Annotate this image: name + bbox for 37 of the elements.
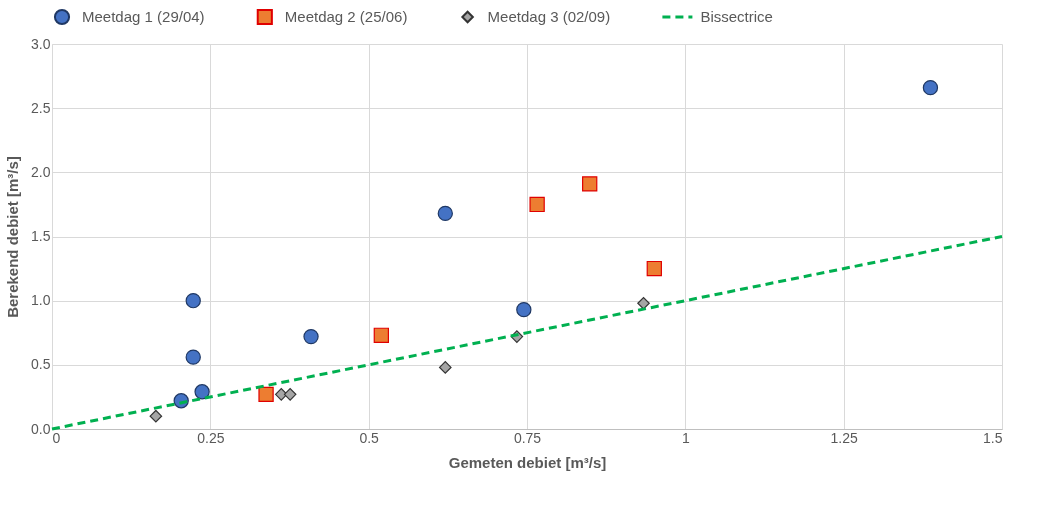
x-tick-label: 0	[52, 429, 61, 446]
x-tick-label: 1.25	[830, 429, 858, 446]
y-tick-label: 2.0	[31, 163, 51, 180]
point	[637, 296, 650, 310]
x-tick-label: 0.5	[359, 429, 380, 446]
x-tick-label: 0.75	[513, 429, 542, 446]
point	[437, 205, 453, 222]
point	[274, 388, 288, 401]
point	[258, 386, 274, 403]
point	[194, 384, 210, 400]
y-tick-label: 0.5	[31, 356, 51, 373]
legend-label: Meetdag 3 (02/09)	[487, 8, 611, 25]
point	[303, 328, 319, 345]
y-tick-label: 0.0	[31, 420, 51, 437]
point	[516, 301, 532, 318]
x-tick-label: 0.25	[197, 429, 225, 446]
point	[185, 293, 201, 309]
legend-label: Bissectrice	[700, 8, 773, 25]
point	[646, 260, 662, 277]
y-tick-label: 1.0	[31, 292, 51, 309]
y-tick-label: 3.0	[31, 35, 51, 52]
point	[922, 79, 939, 96]
point	[185, 349, 201, 365]
point	[283, 388, 297, 401]
y-axis-title: Berekend debiet [m³/s]	[4, 156, 22, 318]
y-tick-label: 2.5	[31, 99, 51, 116]
point	[149, 409, 163, 423]
legend-label: Meetdag 2 (25/06)	[284, 8, 408, 25]
x-tick-label: 1	[681, 429, 690, 446]
x-tick-label: 1.5	[983, 429, 1003, 446]
point	[439, 361, 452, 374]
legend-label: Meetdag 1 (29/04)	[82, 8, 205, 25]
point	[582, 176, 598, 192]
y-tick-label: 1.5	[31, 228, 51, 244]
point	[373, 327, 389, 343]
x-axis-title: Gemeten debiet [m³/s]	[448, 453, 607, 471]
point	[529, 196, 545, 213]
